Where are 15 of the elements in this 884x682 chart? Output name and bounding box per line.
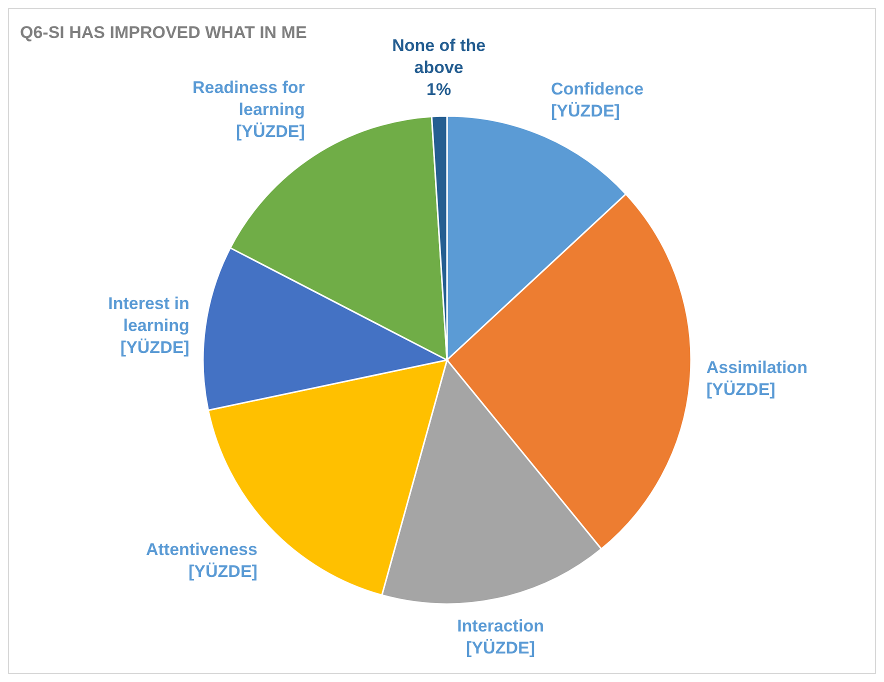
slice-label: Confidence <box>551 80 644 99</box>
chart-title: Q6-SI HAS IMPROVED WHAT IN ME <box>20 23 307 42</box>
slice-label: Readiness for learning <box>192 78 306 120</box>
data-label: [YÜZDE] <box>188 562 258 581</box>
slice-label: Interest in learning <box>108 294 190 335</box>
data-label: 1% <box>426 80 452 100</box>
slice-label: None of the above <box>392 36 486 78</box>
data-label: [YÜZDE] <box>120 338 190 357</box>
slice-label: Assimilation <box>706 358 808 377</box>
data-label: [YÜZDE] <box>706 380 776 399</box>
data-label: [YÜZDE] <box>466 638 535 658</box>
slice-label: Attentiveness <box>146 540 258 559</box>
slice-label: Interaction <box>457 616 544 636</box>
data-label: [YÜZDE] <box>551 102 620 121</box>
data-label: [YÜZDE] <box>236 122 305 142</box>
